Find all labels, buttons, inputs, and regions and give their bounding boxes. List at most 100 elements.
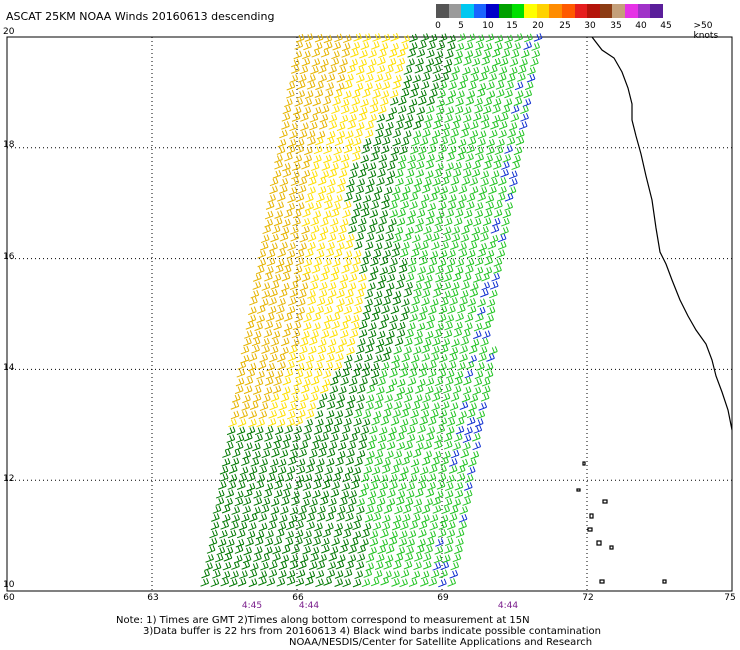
wind-barb [381, 136, 391, 146]
wind-barb [413, 506, 422, 515]
wind-barb [221, 504, 231, 514]
wind-barb [380, 97, 389, 107]
wind-barb [346, 346, 355, 356]
wind-barb [386, 330, 395, 340]
wind-barb [496, 249, 506, 259]
wind-barb [486, 353, 495, 362]
wind-barb [431, 241, 440, 251]
wind-barb [341, 42, 351, 52]
wind-barb [360, 98, 369, 108]
wind-barb [286, 418, 296, 427]
wind-barb [447, 361, 457, 370]
wind-barb [372, 249, 382, 259]
wind-barb [533, 33, 543, 42]
wind-barb [356, 449, 366, 459]
wind-barb [288, 402, 297, 412]
wind-barb [216, 546, 226, 556]
wind-barb [274, 160, 283, 170]
wind-barb [369, 482, 379, 491]
wind-barb [343, 144, 353, 154]
wind-barb [276, 193, 286, 202]
wind-barb [458, 514, 468, 523]
wind-barb [482, 50, 491, 60]
wind-barb [482, 330, 491, 339]
wind-barb [489, 177, 498, 187]
wind-barb [284, 368, 294, 378]
wind-barb [422, 129, 431, 138]
wind-barb [262, 225, 272, 235]
wind-barb [365, 73, 374, 83]
wind-barb [295, 249, 305, 259]
wind-barb [492, 161, 502, 170]
wind-barb [332, 202, 341, 212]
wind-barb [339, 322, 349, 331]
wind-barb [394, 337, 404, 347]
wind-barb [310, 274, 319, 283]
wind-barb [321, 322, 331, 331]
wind-barb [378, 321, 388, 330]
wind-barb [282, 265, 292, 275]
wind-barb [303, 425, 313, 435]
wind-barb [502, 153, 512, 163]
wind-barb [480, 120, 490, 130]
colorbar-swatch [461, 4, 475, 18]
wind-barb [468, 241, 478, 251]
wind-barb [270, 498, 280, 507]
wind-barb [523, 89, 533, 99]
wind-barb [464, 50, 474, 59]
wind-barb [477, 82, 487, 92]
wind-barb [290, 225, 299, 235]
wind-barb [348, 490, 357, 499]
wind-barb [392, 290, 402, 300]
wind-barb [435, 273, 444, 283]
wind-barb [307, 233, 317, 242]
wind-barb [424, 498, 434, 507]
wind-barb [372, 90, 381, 99]
wind-barb [334, 578, 344, 587]
wind-barb [357, 545, 366, 554]
wind-barb [407, 48, 417, 58]
wind-barb [294, 417, 304, 426]
wind-barb [339, 544, 348, 554]
wind-barb [306, 130, 316, 139]
wind-barb [311, 58, 321, 67]
wind-barb [258, 410, 268, 420]
wind-barb [475, 41, 484, 51]
wind-barb [409, 89, 419, 99]
wind-barb [314, 89, 324, 98]
wind-barb [322, 210, 332, 220]
wind-barb [414, 337, 423, 346]
wind-barb [309, 281, 319, 291]
wind-barb [451, 66, 460, 75]
wind-barb [409, 201, 418, 210]
wind-barb [432, 289, 442, 298]
wind-barb [332, 473, 342, 482]
wind-barb [231, 514, 240, 523]
wind-barb [413, 561, 422, 571]
wind-barb [493, 154, 503, 164]
wind-barb [269, 560, 278, 570]
wind-barb [440, 401, 450, 410]
wind-barb [398, 425, 408, 435]
wind-barb [320, 433, 329, 442]
wind-barb [460, 129, 469, 139]
wind-barb [261, 290, 271, 299]
wind-barb [368, 113, 377, 123]
wind-barb [273, 489, 283, 499]
wind-barb [295, 138, 305, 148]
wind-barb [434, 377, 444, 387]
wind-barb [303, 98, 313, 107]
wind-barb [400, 521, 409, 531]
wind-barb [407, 265, 417, 275]
wind-barb [386, 170, 396, 180]
wind-barb [504, 192, 514, 202]
wind-barb [448, 81, 457, 91]
wind-barb [486, 90, 496, 100]
wind-barb [305, 194, 314, 203]
wind-barb [469, 129, 479, 139]
wind-barb [318, 74, 328, 83]
wind-barb [444, 482, 454, 492]
wind-barb [228, 465, 238, 474]
wind-barb [346, 449, 355, 458]
wind-barb [286, 576, 296, 586]
